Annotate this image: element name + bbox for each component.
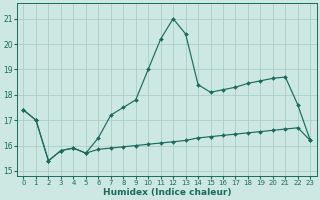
X-axis label: Humidex (Indice chaleur): Humidex (Indice chaleur): [103, 188, 231, 197]
